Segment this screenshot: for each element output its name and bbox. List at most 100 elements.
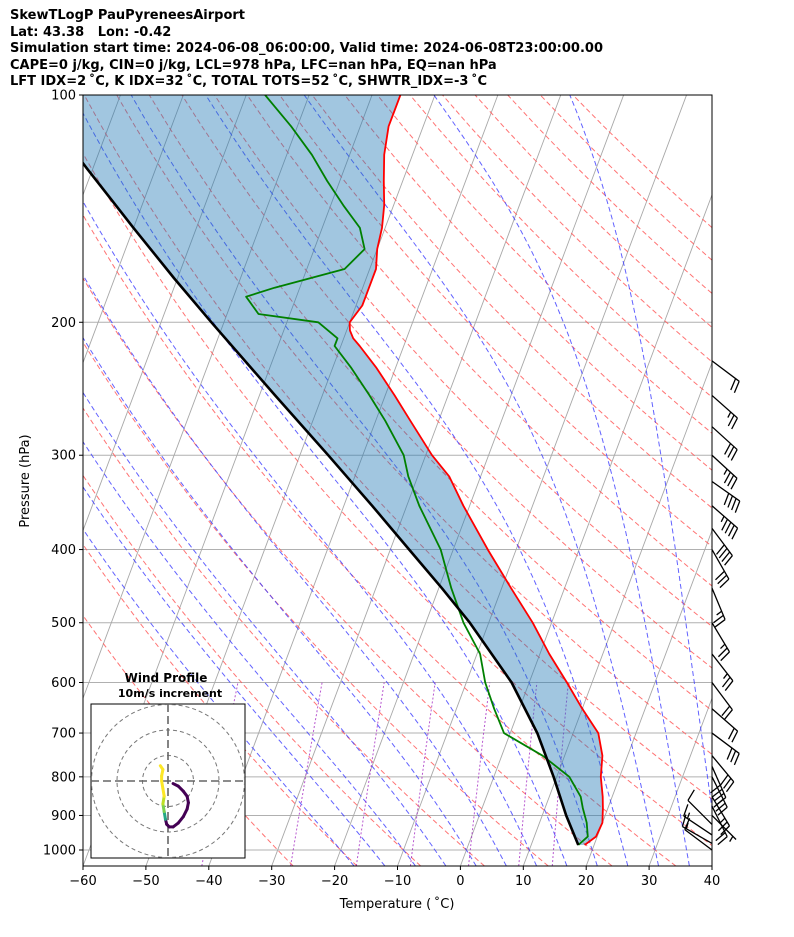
- barb-feather: [723, 777, 732, 789]
- barb-feather: [721, 518, 729, 531]
- barb-feather: [715, 544, 725, 555]
- barb-feather: [731, 417, 738, 430]
- barb-staff: [711, 766, 727, 798]
- simulation-times: Simulation start time: 2024-06-08_06:00:…: [10, 41, 603, 56]
- wind-barb: [711, 394, 738, 430]
- barb-staff: [711, 549, 730, 580]
- barb-staff: [711, 587, 726, 620]
- barb-feather: [730, 477, 738, 490]
- convective-parameters: CAPE=0 j/kg, CIN=0 j/kg, LCL=978 hPa, LF…: [10, 57, 497, 73]
- barb-staff: [711, 755, 735, 783]
- dry-adiabat-line: [116, 95, 712, 755]
- y-tick-label: 1000: [43, 844, 76, 859]
- barb-feather: [727, 524, 735, 537]
- x-tick-label: 10: [515, 874, 532, 889]
- barb-feather: [723, 493, 730, 506]
- dry-adiabat-line: [83, 341, 549, 866]
- barb-staff: [711, 708, 739, 732]
- x-tick-label: −10: [384, 874, 411, 889]
- isotherm-line: [648, 696, 712, 866]
- barb-feather: [718, 547, 728, 559]
- barb-feather: [727, 495, 734, 508]
- x-tick-label: −40: [195, 874, 222, 889]
- barb-feather: [731, 730, 739, 743]
- dry-adiabat-line: [83, 474, 422, 866]
- barb-feather: [724, 709, 733, 720]
- barb-staff: [711, 732, 740, 754]
- y-tick-label: 800: [51, 770, 76, 785]
- barb-feather: [717, 806, 728, 816]
- barb-feather: [724, 521, 732, 534]
- parcel-profile-line: [83, 161, 580, 846]
- chart-header: SkewTLogP PauPyreneesAirport Lat: 43.38 L…: [10, 8, 603, 91]
- barb-feather: [727, 727, 735, 740]
- mixing-ratio-line: [468, 682, 491, 866]
- barb-staff: [711, 814, 737, 840]
- barb-feather: [720, 774, 729, 786]
- moist-adiabat-line: [83, 112, 568, 866]
- wind-barbs: [681, 360, 741, 851]
- barb-half-feather: [723, 673, 728, 679]
- wind-barb: [711, 796, 731, 836]
- dry-adiabat-line: [279, 95, 712, 548]
- y-tick-label: 500: [51, 616, 76, 631]
- barb-feather: [731, 527, 739, 540]
- hodograph-segment: [158, 764, 165, 772]
- wind-barb: [711, 549, 730, 589]
- y-tick-label: 600: [51, 676, 76, 691]
- barb-feather: [713, 614, 724, 624]
- wind-barb: [711, 587, 726, 628]
- dewpoint-profile-line: [245, 95, 589, 846]
- sounding-lines: [83, 95, 604, 846]
- dry-adiabat-line: [83, 152, 712, 847]
- wind-barb: [711, 622, 731, 662]
- barb-staff: [711, 682, 733, 711]
- mixing-ratio-line: [518, 682, 538, 866]
- barb-feather: [730, 449, 738, 461]
- barb-feather: [724, 443, 732, 455]
- isotherm-line: [83, 95, 247, 532]
- barb-half-feather: [685, 822, 689, 829]
- barb-feather: [717, 574, 728, 585]
- barb-feather: [727, 446, 735, 458]
- barb-half-feather: [686, 812, 691, 819]
- shaded-area: [83, 95, 603, 845]
- x-tick-label: 30: [641, 874, 658, 889]
- moist-adiabat-line: [83, 336, 477, 866]
- temperature-profile-line: [348, 95, 604, 846]
- barb-staff: [684, 829, 713, 851]
- barb-feather: [720, 651, 730, 662]
- isotherm-line: [585, 529, 712, 866]
- barb-feather: [687, 789, 695, 801]
- barb-half-feather: [720, 817, 726, 823]
- wind-barb: [711, 505, 739, 540]
- y-axis-label: Pressure (hPa): [18, 434, 33, 527]
- y-tick-label: 200: [51, 316, 76, 331]
- barb-staff: [711, 454, 738, 479]
- barb-staff: [711, 360, 740, 382]
- station-title: SkewTLogP PauPyreneesAirport: [10, 8, 246, 23]
- wind-barb: [683, 804, 713, 836]
- barb-feather: [712, 788, 723, 798]
- dry-adiabat-line: [83, 543, 358, 866]
- barb-staff: [683, 815, 713, 836]
- dry-adiabat-line: [311, 95, 712, 509]
- wind-barb: [711, 528, 733, 566]
- barb-staff: [711, 426, 738, 451]
- dry-adiabat-line: [572, 95, 712, 229]
- isotherm-line: [83, 95, 310, 700]
- barb-feather: [717, 821, 728, 832]
- stability-indices: LFT IDX=2 ˚C, K IDX=32 ˚C, TOTAL TOTS=52…: [10, 74, 488, 89]
- barb-feather: [715, 570, 725, 581]
- x-tick-label: 40: [704, 874, 721, 889]
- barb-staff: [711, 394, 738, 419]
- isotherm-line: [397, 95, 687, 866]
- barb-feather: [720, 825, 730, 836]
- dry-adiabat-line: [246, 95, 712, 587]
- dry-adiabat-line: [83, 95, 712, 800]
- barb-staff: [711, 505, 739, 529]
- barb-feather: [723, 471, 731, 484]
- x-tick-label: −50: [132, 874, 159, 889]
- dry-adiabat-line: [83, 214, 677, 866]
